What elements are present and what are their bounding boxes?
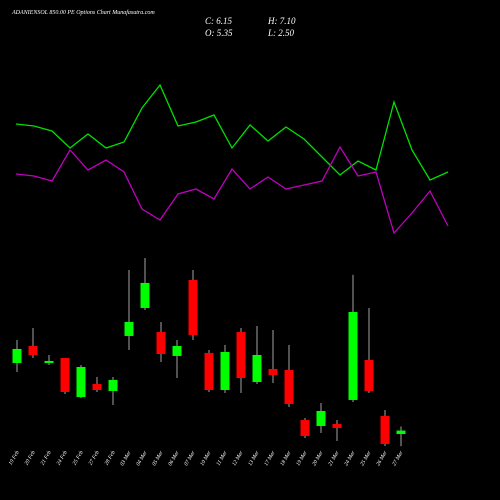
low-label: L: 2.50	[267, 28, 295, 38]
line-series	[15, 145, 449, 235]
x-tick-label: 25 Mar	[359, 449, 373, 467]
x-tick-label: 20 Mar	[311, 449, 325, 467]
x-tick-label: 27 Mar	[391, 449, 405, 467]
x-tick-label: 03 Mar	[119, 449, 133, 467]
x-tick-label: 28 Feb	[104, 450, 117, 467]
candle-body	[396, 430, 406, 434]
candle-body	[76, 366, 86, 397]
x-tick-label: 07 Mar	[183, 449, 197, 467]
candle-body	[364, 359, 374, 391]
x-tick-label: 25 Feb	[72, 450, 85, 467]
x-tick-label: 04 Mar	[134, 449, 149, 467]
candle-body	[188, 279, 198, 335]
candle-body	[220, 351, 230, 390]
x-tick-label: 21 Mar	[327, 449, 341, 467]
line-series	[15, 83, 449, 181]
candle-body	[172, 345, 182, 356]
x-tick-label: 19 Feb	[8, 450, 21, 467]
x-tick-label: 27 Feb	[88, 450, 101, 467]
x-tick-label: 05 Mar	[151, 449, 165, 467]
candle-body	[236, 331, 246, 378]
candle-body	[252, 354, 262, 382]
x-tick-label: 12 Mar	[231, 449, 245, 467]
candle-body	[204, 352, 214, 390]
candle-body	[124, 321, 134, 336]
x-tick-label: 06 Mar	[167, 449, 181, 467]
candle-body	[12, 348, 22, 363]
close-label: C: 6.15	[205, 16, 233, 26]
candle-body	[60, 357, 70, 392]
x-tick-label: 13 Mar	[247, 449, 261, 467]
x-tick-label: 10 Mar	[199, 449, 213, 467]
x-tick-label: 17 Mar	[263, 449, 277, 467]
x-tick-label: 19 Mar	[295, 449, 309, 467]
chart-title: ADANIENSOL 850.00 PE Options Chart Munaf…	[11, 9, 155, 16]
candle-body	[140, 282, 150, 308]
x-tick-label: 18 Mar	[279, 449, 293, 467]
candle-body	[108, 379, 118, 391]
candle-body	[44, 360, 54, 363]
x-tick-label: 24 Mar	[342, 449, 357, 467]
open-label: O: 5.35	[205, 28, 233, 38]
candle-body	[300, 420, 310, 437]
candle-body	[28, 345, 38, 355]
candle-body	[284, 369, 294, 404]
x-tick-label: 26 Mar	[375, 449, 389, 467]
candle-body	[348, 311, 358, 400]
x-tick-label: 20 Feb	[24, 450, 37, 467]
x-tick-label: 21 Feb	[40, 450, 53, 467]
x-tick-label: 11 Mar	[216, 449, 230, 467]
candle-body	[268, 368, 278, 375]
candle-body	[332, 424, 342, 429]
candle-body	[380, 416, 390, 445]
candle-body	[156, 331, 166, 354]
high-label: H: 7.10	[267, 16, 296, 26]
x-tick-label: 24 Feb	[55, 449, 69, 466]
candle-body	[316, 410, 326, 426]
candle-body	[92, 383, 102, 390]
